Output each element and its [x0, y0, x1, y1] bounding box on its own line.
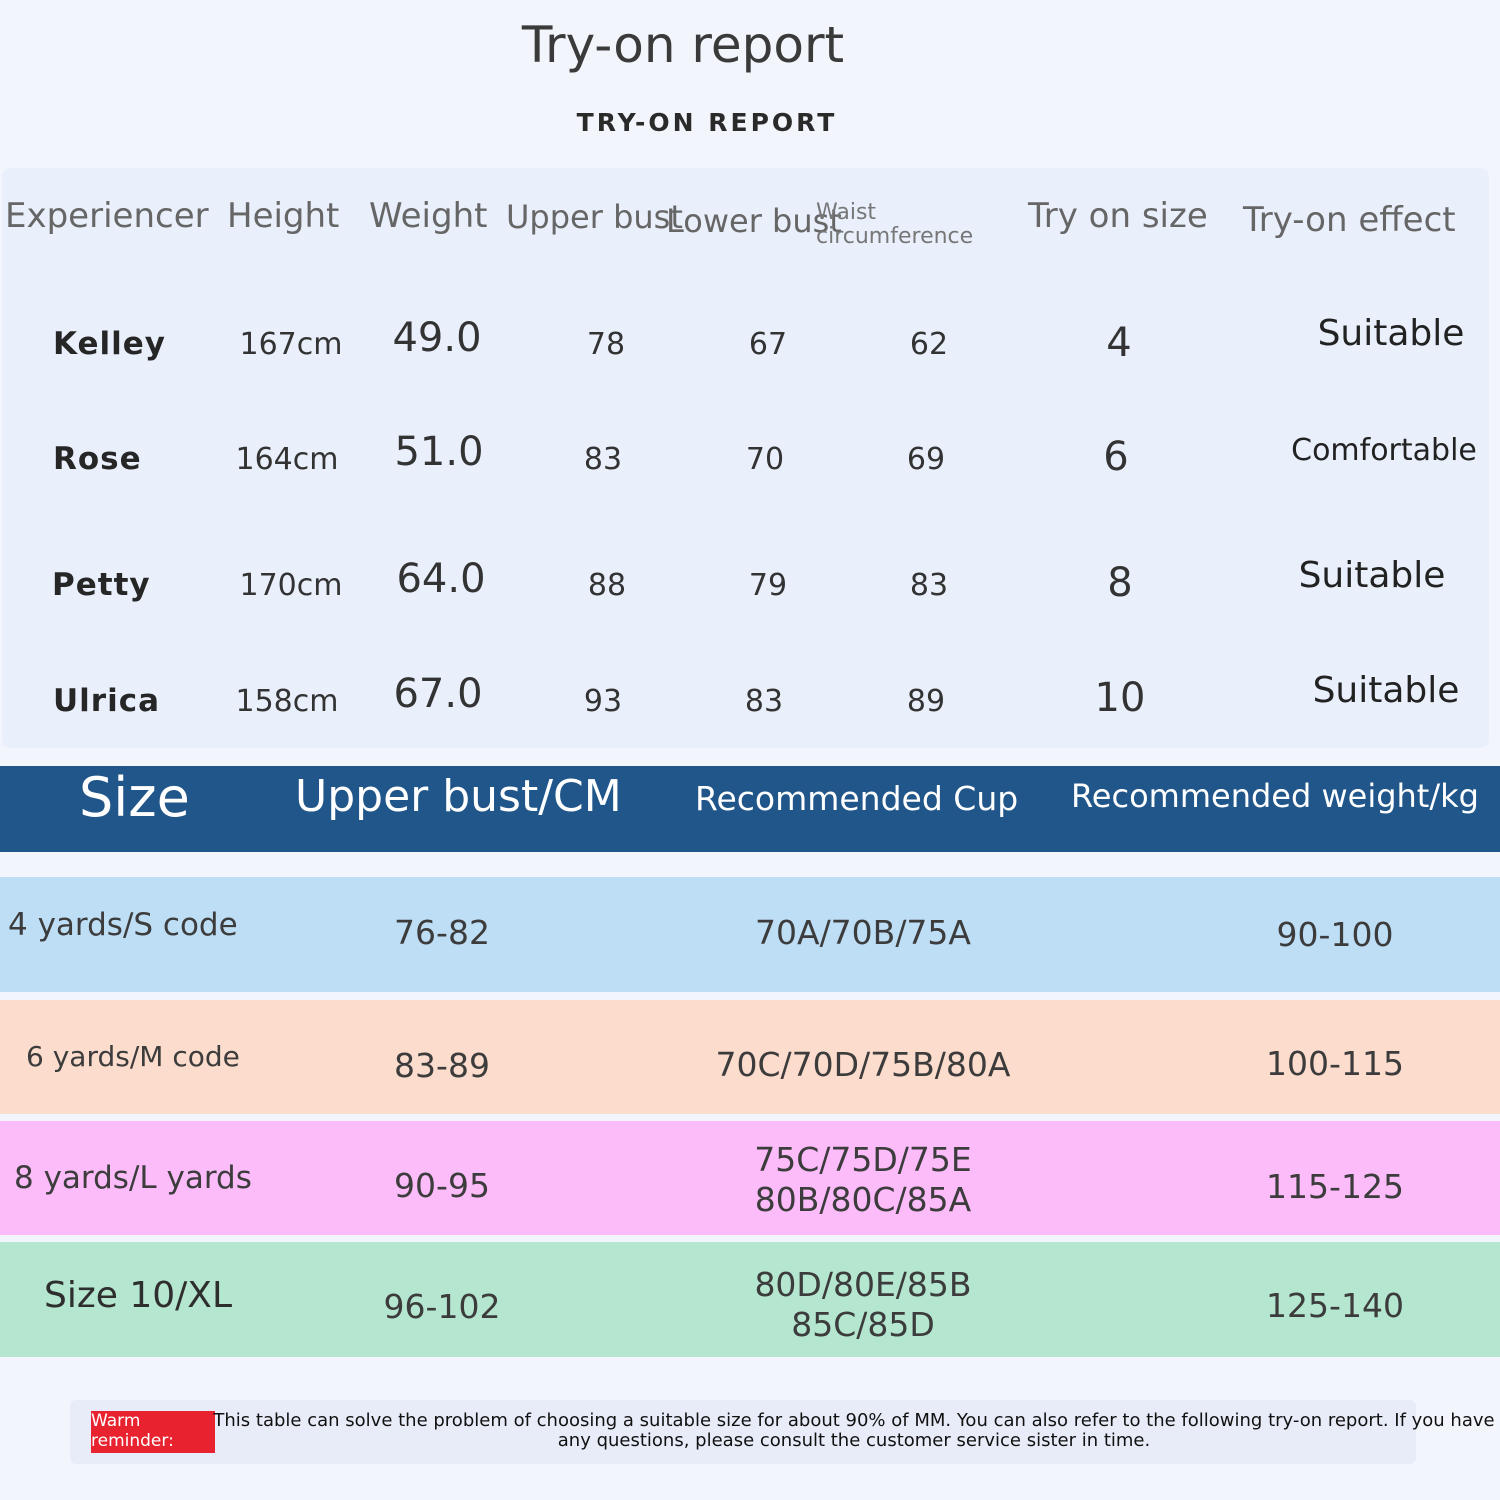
report-row-upper-bust: 93 [583, 684, 623, 719]
header-experiencer: Experiencer [5, 196, 209, 236]
page-title: Try-on report [521, 16, 845, 74]
header-lower-bust: Lower bust [666, 202, 842, 240]
reminder-text: This table can solve the problem of choo… [213, 1410, 1495, 1451]
size-row-weight: 90-100 [1276, 915, 1394, 954]
report-row-lower-bust: 79 [748, 568, 788, 603]
size-row-cup-line2: 80B/80C/85A [754, 1180, 972, 1219]
report-row-lower-bust: 83 [744, 684, 784, 719]
report-row-size: 4 [1106, 320, 1132, 366]
size-row-cup-line1: 75C/75D/75E [754, 1140, 972, 1179]
header-upper-bust: Upper bust [506, 198, 683, 236]
size-header-size: Size [79, 766, 190, 829]
report-row-waist: 62 [909, 327, 949, 362]
report-row-effect: Suitable [1312, 670, 1460, 711]
report-row-lower-bust: 70 [745, 442, 785, 477]
size-header-weight: Recommended weight/kg [1071, 777, 1479, 815]
size-row-upper-bust: 96-102 [383, 1287, 501, 1326]
report-row-effect: Suitable [1317, 313, 1465, 354]
header-height: Height [227, 196, 340, 236]
size-row-weight: 115-125 [1266, 1167, 1404, 1206]
report-row-weight: 64.0 [396, 556, 486, 602]
size-row-s-band [0, 877, 1500, 992]
report-row-height: 164cm [235, 442, 339, 477]
report-row-effect: Suitable [1298, 555, 1446, 596]
report-row-height: 158cm [235, 684, 339, 719]
report-row-lower-bust: 67 [748, 327, 788, 362]
reminder-box [70, 1400, 1416, 1464]
report-row-weight: 67.0 [393, 671, 483, 717]
size-row-weight: 100-115 [1266, 1044, 1404, 1083]
report-row-weight: 49.0 [392, 315, 482, 361]
size-row-l-band [0, 1121, 1500, 1235]
size-row-upper-bust: 76-82 [394, 913, 490, 952]
report-row-waist: 83 [909, 568, 949, 603]
size-row-size: 4 yards/S code [8, 907, 238, 943]
header-try-on-effect: Try-on effect [1243, 200, 1456, 240]
report-row-effect: Comfortable [1291, 433, 1477, 468]
reminder-label: Warm reminder: [91, 1411, 215, 1453]
size-row-size: 8 yards/L yards [14, 1160, 252, 1196]
size-row-size: Size 10/XL [44, 1275, 232, 1316]
report-row-upper-bust: 88 [587, 568, 627, 603]
report-row-weight: 51.0 [394, 429, 484, 475]
report-row-size: 8 [1107, 560, 1133, 606]
report-row-waist: 69 [906, 442, 946, 477]
report-row-upper-bust: 78 [586, 327, 626, 362]
page-subtitle: TRY-ON REPORT [576, 108, 838, 137]
size-row-upper-bust: 90-95 [394, 1166, 490, 1205]
size-row-upper-bust: 83-89 [394, 1046, 490, 1085]
try-on-report-panel [2, 168, 1489, 748]
size-chart-header [0, 766, 1500, 852]
size-row-cup-line2: 85C/85D [791, 1305, 935, 1344]
report-row-name: Ulrica [53, 683, 161, 719]
header-try-on-size: Try on size [1028, 196, 1208, 236]
report-row-upper-bust: 83 [583, 442, 623, 477]
report-row-size: 10 [1094, 675, 1146, 721]
size-row-m-band [0, 1000, 1500, 1114]
size-row-xl-band [0, 1242, 1500, 1357]
report-row-name: Rose [53, 441, 142, 477]
size-header-cup: Recommended Cup [695, 779, 1019, 818]
size-row-weight: 125-140 [1266, 1286, 1404, 1325]
report-row-size: 6 [1103, 434, 1129, 480]
size-row-cup-line1: 80D/80E/85B [754, 1265, 972, 1304]
report-row-height: 167cm [239, 327, 343, 362]
report-row-name: Petty [52, 567, 151, 603]
report-row-height: 170cm [239, 568, 343, 603]
size-row-size: 6 yards/M code [26, 1040, 240, 1073]
size-header-upper-bust: Upper bust/CM [295, 771, 622, 822]
report-row-waist: 89 [906, 684, 946, 719]
header-waist-circumference: Waist circumference [816, 200, 974, 249]
report-row-name: Kelley [53, 326, 166, 362]
size-row-cup: 70C/70D/75B/80A [715, 1045, 1011, 1084]
size-row-cup: 70A/70B/75A [755, 913, 971, 952]
header-weight: Weight [369, 196, 488, 236]
